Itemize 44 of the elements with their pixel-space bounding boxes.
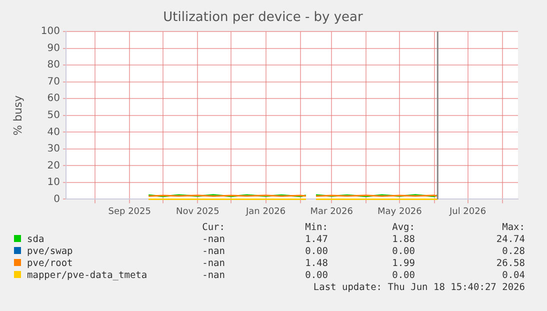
text: Min:: [305, 222, 328, 234]
y-tick-label: 80: [47, 60, 60, 71]
y-tick-label: 60: [47, 93, 60, 104]
x-tick-label: Nov 2025: [176, 206, 220, 217]
text: 26.58: [496, 258, 525, 270]
text: -nan: [202, 270, 225, 282]
text: 1.47: [305, 234, 328, 246]
y-tick-label: 10: [47, 177, 60, 188]
text: 0.00: [305, 270, 328, 282]
text: Avg:: [392, 222, 415, 234]
text: -nan: [202, 234, 225, 246]
text: Max:: [502, 222, 525, 234]
text: 1.48: [305, 258, 328, 270]
legend-label: pve/root: [26, 258, 73, 270]
x-tick-label: Sep 2025: [108, 206, 151, 217]
x-tick-label: Jul 2026: [448, 206, 486, 217]
text: -nan: [202, 246, 225, 258]
y-tick-label: 70: [47, 76, 60, 88]
text: 0.00: [392, 246, 415, 258]
text: 1.88: [392, 234, 415, 246]
legend-label: sda: [26, 234, 44, 246]
text: 1.99: [392, 258, 415, 270]
text: 0.00: [305, 246, 328, 258]
x-tick-label: May 2026: [378, 206, 422, 217]
legend-label: pve/swap: [26, 246, 73, 258]
y-tick-label: 30: [47, 144, 60, 155]
text: Cur:: [202, 222, 225, 234]
y-tick-label: 50: [47, 110, 60, 121]
y-tick-label: 40: [47, 126, 60, 138]
y-axis-title: % busy: [11, 94, 24, 136]
legend-label: mapper/pve-data_tmeta: [26, 270, 148, 282]
y-tick-label: 20: [47, 160, 60, 172]
text: 24.74: [496, 234, 525, 246]
text: Last update: Thu Jun 18 15:40:27 2026: [313, 282, 525, 294]
y-tick-label: 100: [40, 26, 60, 38]
text: 0.00: [392, 270, 415, 282]
y-tick-label: 0: [54, 194, 60, 205]
text: 0.28: [502, 246, 525, 258]
text: 0.04: [502, 270, 525, 282]
text: -nan: [202, 258, 225, 270]
y-tick-label: 90: [47, 42, 60, 54]
x-tick-label: Jan 2026: [244, 206, 286, 217]
chart-title: Utilization per device - by year: [163, 10, 364, 26]
x-tick-label: Mar 2026: [310, 206, 354, 217]
